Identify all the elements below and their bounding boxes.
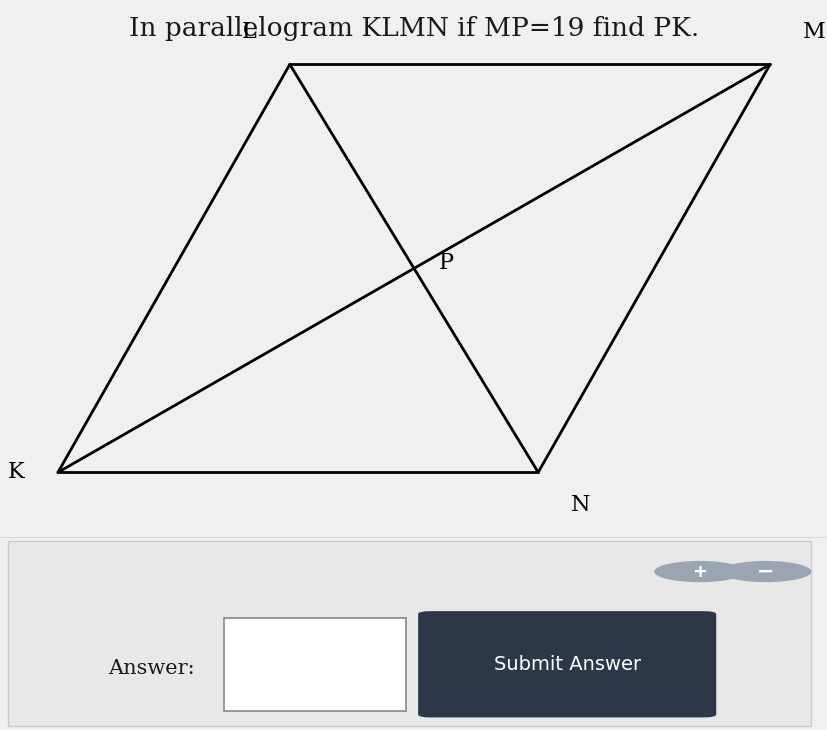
Text: −: − [756, 561, 774, 582]
Text: M: M [802, 21, 825, 43]
Circle shape [653, 561, 744, 583]
Text: L: L [241, 21, 256, 43]
Text: P: P [438, 253, 453, 274]
FancyBboxPatch shape [8, 541, 810, 726]
Circle shape [719, 561, 810, 583]
Text: N: N [571, 493, 590, 516]
FancyBboxPatch shape [418, 611, 715, 718]
Text: Answer:: Answer: [108, 658, 194, 677]
Text: K: K [8, 461, 25, 483]
Text: Submit Answer: Submit Answer [493, 655, 640, 674]
Text: +: + [691, 563, 706, 580]
Text: In parallelogram KLMN if MP=19 find PK.: In parallelogram KLMN if MP=19 find PK. [129, 16, 698, 41]
Bar [223, 618, 405, 711]
